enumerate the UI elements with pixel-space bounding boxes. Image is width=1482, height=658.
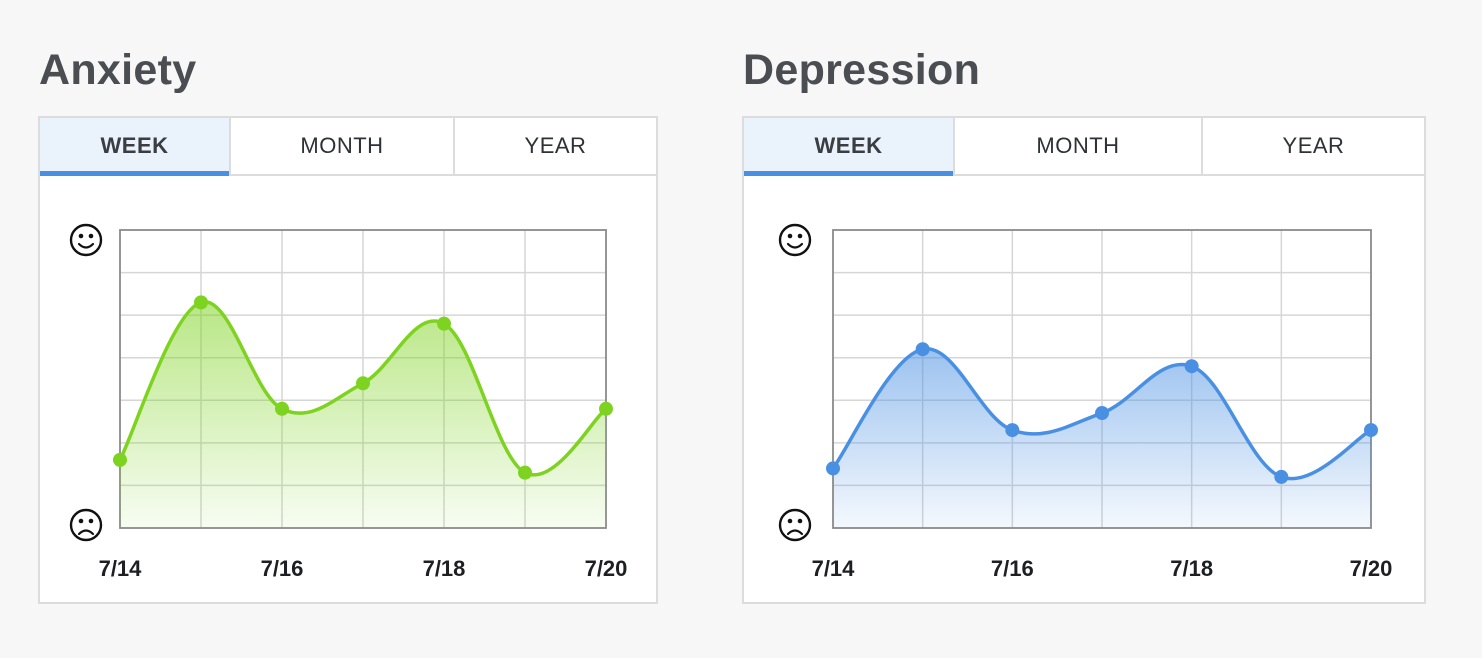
face-eye xyxy=(797,233,803,239)
x-tick-label: 7/14 xyxy=(99,556,143,581)
frowning-face-icon xyxy=(778,508,812,542)
data-point xyxy=(915,342,930,357)
data-point xyxy=(113,452,127,467)
data-point xyxy=(356,376,370,391)
tab-year[interactable]: YEAR xyxy=(1282,133,1345,158)
data-point xyxy=(1274,469,1289,484)
face-outline xyxy=(778,223,812,257)
frowning-face-icon xyxy=(69,508,103,542)
face-eye xyxy=(787,518,793,524)
tab-month[interactable]: MONTH xyxy=(231,118,455,174)
x-tick-label: 7/14 xyxy=(812,556,856,581)
x-tick-label: 7/20 xyxy=(1350,556,1393,581)
face-outline xyxy=(69,508,103,542)
chart-card: WEEK MONTH YEAR 7/14 7/16 7/18 7/20 xyxy=(38,116,658,604)
face-eye xyxy=(88,518,94,524)
face-eye xyxy=(797,518,803,524)
anxiety-chart: 7/14 7/16 7/18 7/20 xyxy=(69,223,628,581)
tab-month[interactable]: MONTH xyxy=(955,118,1203,174)
x-tick-label: 7/20 xyxy=(585,556,628,581)
data-point xyxy=(194,295,208,310)
data-point xyxy=(826,461,840,476)
data-point xyxy=(1005,423,1020,438)
face-outline xyxy=(69,223,103,257)
face-mouth xyxy=(77,242,95,249)
depression-chart: 7/14 7/16 7/18 7/20 xyxy=(778,223,1393,581)
range-tabs: WEEK MONTH YEAR xyxy=(40,118,656,176)
face-mouth xyxy=(786,529,804,536)
tab-week[interactable]: WEEK xyxy=(744,118,955,176)
range-tabs: WEEK MONTH YEAR xyxy=(744,118,1424,176)
face-mouth xyxy=(77,529,95,536)
data-point xyxy=(437,316,451,331)
smiley-face-icon xyxy=(69,223,103,257)
face-eye xyxy=(787,233,793,239)
data-point xyxy=(275,401,289,416)
panel-title: Depression xyxy=(743,46,981,94)
smiley-face-icon xyxy=(778,223,812,257)
panel-title: Anxiety xyxy=(39,46,197,94)
chart-card: WEEK MONTH YEAR 7/14 7/16 7/18 7/20 xyxy=(742,116,1426,604)
tab-week[interactable]: WEEK xyxy=(40,118,231,176)
x-tick-label: 7/18 xyxy=(423,556,466,581)
face-mouth xyxy=(786,242,804,249)
x-tick-label: 7/18 xyxy=(1170,556,1213,581)
series-area xyxy=(833,348,1371,528)
data-point xyxy=(1364,423,1378,438)
face-eye xyxy=(78,233,84,239)
data-point xyxy=(599,401,613,416)
x-tick-label: 7/16 xyxy=(991,556,1034,581)
tab-year[interactable]: YEAR xyxy=(524,133,587,158)
face-eye xyxy=(78,518,84,524)
data-point xyxy=(518,465,532,480)
face-eye xyxy=(88,233,94,239)
x-tick-label: 7/16 xyxy=(261,556,304,581)
series-area xyxy=(120,301,606,528)
data-point xyxy=(1095,406,1109,421)
face-outline xyxy=(778,508,812,542)
data-point xyxy=(1184,359,1199,374)
